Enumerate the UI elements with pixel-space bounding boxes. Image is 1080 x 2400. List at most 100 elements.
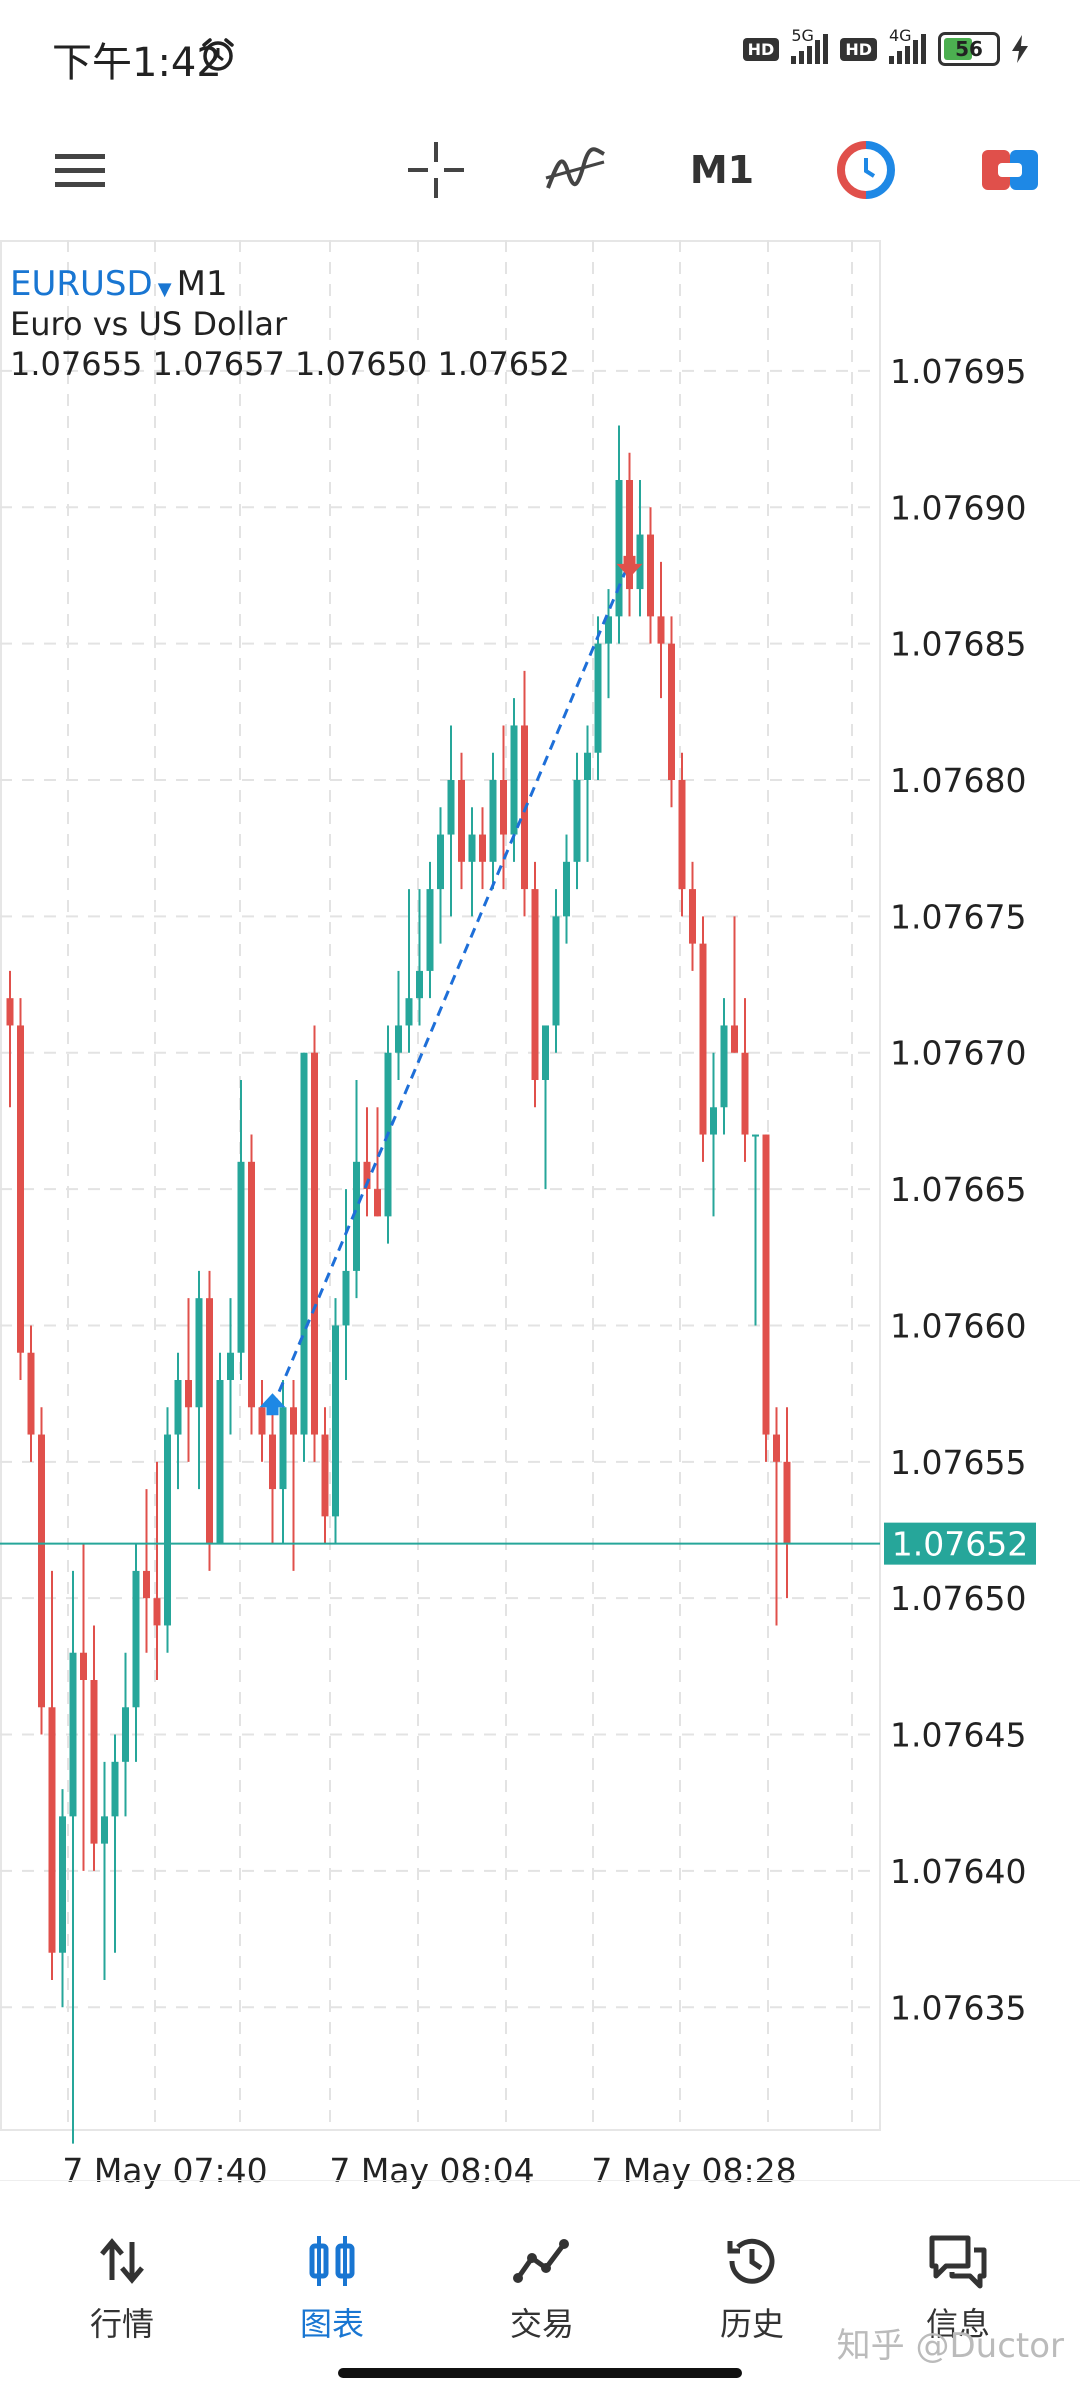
candle bbox=[531, 861, 539, 1108]
candle bbox=[300, 1052, 308, 1462]
candle bbox=[573, 752, 581, 890]
nav-label-messages: 信息 bbox=[925, 2305, 990, 2343]
candle bbox=[143, 1489, 150, 1653]
chart-icon bbox=[307, 2231, 357, 2291]
nav-label-trade: 交易 bbox=[509, 2305, 574, 2343]
timeframe-button[interactable]: M1 bbox=[672, 110, 772, 230]
menu-button[interactable] bbox=[40, 110, 120, 230]
crosshair-icon bbox=[408, 142, 464, 198]
candle bbox=[605, 589, 612, 699]
candle bbox=[552, 889, 560, 1053]
candle bbox=[584, 725, 591, 862]
candle bbox=[342, 1189, 350, 1380]
y-tick-label: 1.07695 bbox=[890, 352, 1026, 391]
candle bbox=[426, 861, 434, 999]
candle bbox=[489, 752, 497, 890]
price-chart[interactable]: 1.07652 1.07695 1.07690 1.07685 1.07680 1.07… bbox=[0, 240, 1080, 2200]
candle bbox=[458, 752, 465, 890]
candle bbox=[374, 1107, 381, 1217]
candle bbox=[783, 1407, 791, 1599]
signal-bars-icon-2 bbox=[889, 34, 926, 64]
messages-icon bbox=[926, 2231, 990, 2291]
candle bbox=[636, 480, 644, 617]
y-tick-label: 1.07665 bbox=[890, 1170, 1026, 1209]
candle bbox=[479, 807, 486, 890]
candle bbox=[710, 1052, 717, 1217]
candle bbox=[500, 725, 507, 890]
nav-label-quotes: 行情 bbox=[89, 2305, 154, 2343]
hd-badge-2: HD bbox=[840, 37, 877, 61]
home-indicator[interactable] bbox=[338, 2368, 742, 2378]
candle bbox=[416, 889, 423, 1026]
candle bbox=[111, 1734, 119, 1953]
chart-toolbar: M1 bbox=[0, 110, 1080, 230]
history-icon bbox=[724, 2231, 780, 2291]
candle bbox=[321, 1407, 329, 1544]
y-tick-label: 1.07680 bbox=[890, 761, 1026, 800]
symbol-dropdown-icon[interactable]: ▼ bbox=[157, 279, 172, 300]
candle bbox=[59, 1789, 66, 2008]
candle bbox=[132, 1543, 140, 1762]
alarm-icon bbox=[202, 38, 234, 71]
y-tick-label: 1.07660 bbox=[890, 1306, 1026, 1345]
watermark: 知乎 @Ductor bbox=[836, 2326, 1064, 2366]
symbol-description: Euro vs US Dollar bbox=[10, 305, 288, 343]
nav-chart[interactable]: 图表 bbox=[232, 2181, 432, 2361]
hd-badge: HD bbox=[742, 37, 780, 61]
candle bbox=[216, 1352, 224, 1544]
candle bbox=[395, 970, 402, 1080]
y-tick-label: 1.07635 bbox=[890, 1988, 1026, 2027]
candle bbox=[269, 1407, 276, 1544]
menu-icon bbox=[55, 154, 105, 187]
candle bbox=[626, 452, 633, 617]
candle bbox=[447, 725, 455, 917]
trade-panel-button[interactable] bbox=[970, 110, 1050, 230]
sell-arrow-icon bbox=[616, 555, 643, 578]
price-label-bg bbox=[884, 1522, 1036, 1565]
indicators-button[interactable] bbox=[536, 110, 616, 230]
nav-messages[interactable]: 信息 bbox=[858, 2181, 1058, 2361]
nav-history[interactable]: 历史 bbox=[652, 2181, 852, 2361]
x-tick-label: 7 May 08:04 bbox=[329, 2151, 534, 2190]
signal-4g: 4G bbox=[889, 26, 926, 64]
x-tick-label: 7 May 08:28 bbox=[591, 2151, 796, 2190]
trade-line bbox=[271, 561, 631, 1408]
candle bbox=[762, 1134, 770, 1462]
one-click-trading-button[interactable] bbox=[826, 110, 906, 230]
symbol-name[interactable]: EURUSD bbox=[10, 264, 153, 304]
bottom-nav: 行情 图表 交易 历史 信息 bbox=[0, 2180, 1080, 2361]
candle bbox=[17, 998, 24, 1380]
crosshair-button[interactable] bbox=[396, 110, 476, 230]
trade-panel-icon bbox=[982, 150, 1038, 190]
one-click-trading-icon bbox=[837, 141, 895, 199]
candle bbox=[6, 970, 14, 1108]
y-tick-label: 1.07675 bbox=[890, 897, 1026, 936]
y-tick-label: 1.07685 bbox=[890, 625, 1026, 664]
candle bbox=[332, 1298, 339, 1544]
chart-area[interactable]: 1.07652 1.07695 1.07690 1.07685 1.07680 1.07… bbox=[0, 240, 1080, 2200]
candle bbox=[311, 1025, 318, 1462]
candle bbox=[248, 1134, 255, 1435]
battery-icon: 56 bbox=[938, 32, 1000, 66]
nav-quotes[interactable]: 行情 bbox=[22, 2181, 222, 2361]
candle bbox=[195, 1270, 203, 1490]
candle bbox=[353, 1080, 360, 1299]
trade-icon bbox=[512, 2231, 572, 2291]
candle bbox=[594, 616, 602, 780]
candle bbox=[48, 1570, 56, 1980]
candle bbox=[657, 561, 665, 699]
candle bbox=[206, 1270, 213, 1571]
candle bbox=[227, 1298, 234, 1435]
ohlc-values: 1.07655 1.07657 1.07650 1.07652 bbox=[10, 345, 570, 383]
nav-label-history: 历史 bbox=[719, 2305, 784, 2343]
candle bbox=[773, 1407, 780, 1626]
candle bbox=[720, 998, 728, 1135]
signal-bars-icon bbox=[791, 34, 829, 64]
plot-frame bbox=[0, 240, 881, 2131]
status-time: 下午1:42 bbox=[52, 40, 222, 86]
candle bbox=[38, 1407, 45, 1735]
nav-trade[interactable]: 交易 bbox=[442, 2181, 642, 2361]
candle bbox=[80, 1543, 87, 1871]
candle bbox=[153, 1461, 161, 1680]
candle bbox=[69, 1570, 77, 2144]
